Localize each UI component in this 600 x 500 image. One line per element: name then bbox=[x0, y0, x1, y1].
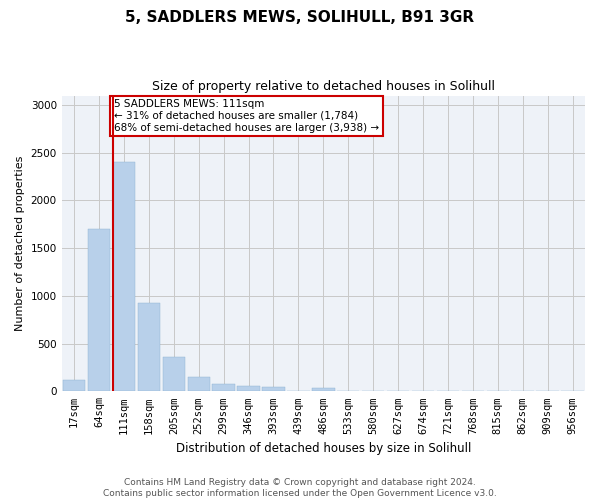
Bar bbox=[262, 388, 285, 392]
Text: 5 SADDLERS MEWS: 111sqm
← 31% of detached houses are smaller (1,784)
68% of semi: 5 SADDLERS MEWS: 111sqm ← 31% of detache… bbox=[114, 100, 379, 132]
Bar bbox=[163, 357, 185, 392]
Bar bbox=[113, 162, 135, 392]
Bar bbox=[88, 229, 110, 392]
Text: 5, SADDLERS MEWS, SOLIHULL, B91 3GR: 5, SADDLERS MEWS, SOLIHULL, B91 3GR bbox=[125, 10, 475, 25]
X-axis label: Distribution of detached houses by size in Solihull: Distribution of detached houses by size … bbox=[176, 442, 471, 455]
Title: Size of property relative to detached houses in Solihull: Size of property relative to detached ho… bbox=[152, 80, 495, 93]
Bar bbox=[312, 388, 335, 392]
Bar bbox=[238, 386, 260, 392]
Bar bbox=[63, 380, 85, 392]
Text: Contains HM Land Registry data © Crown copyright and database right 2024.
Contai: Contains HM Land Registry data © Crown c… bbox=[103, 478, 497, 498]
Bar bbox=[188, 377, 210, 392]
Bar bbox=[212, 384, 235, 392]
Bar bbox=[137, 302, 160, 392]
Y-axis label: Number of detached properties: Number of detached properties bbox=[15, 156, 25, 331]
